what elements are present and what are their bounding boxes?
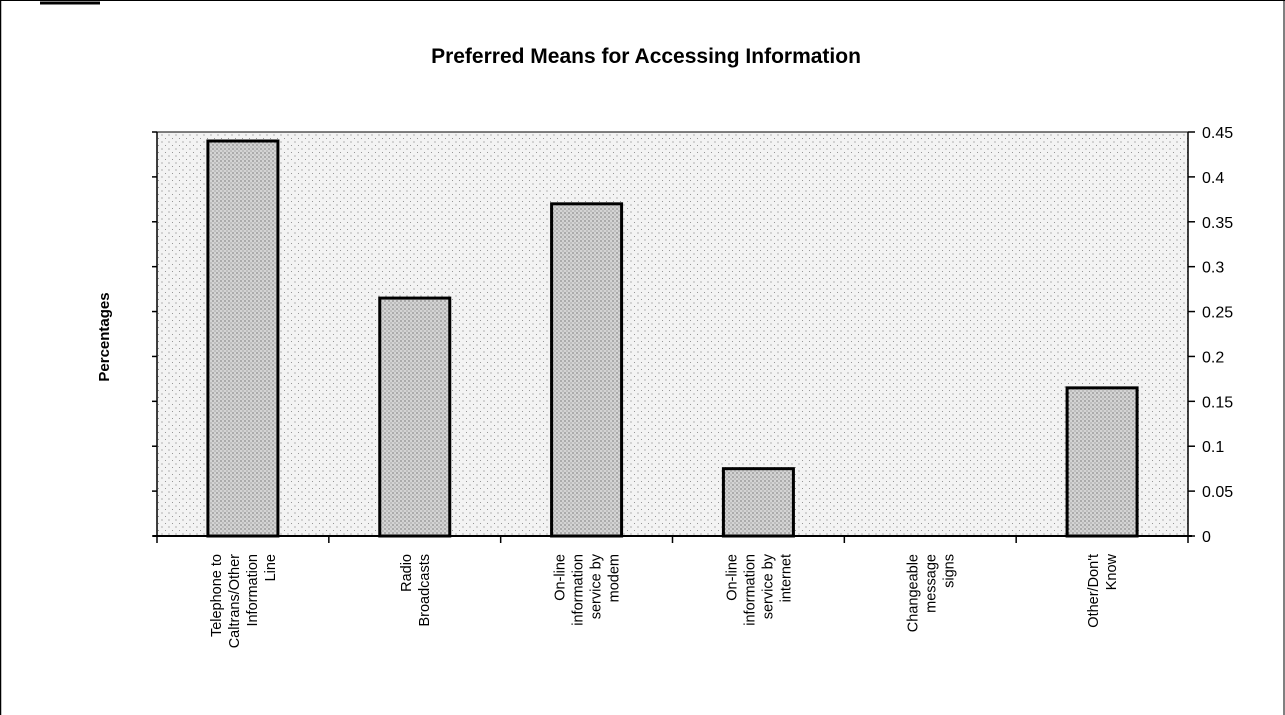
x-category-label-line: Line <box>263 554 279 581</box>
x-category-label-line: Changeable <box>905 554 921 632</box>
chart-title: Preferred Means for Accessing Informatio… <box>431 45 861 68</box>
x-category-label-line: message <box>923 554 939 613</box>
y-tick-label: 0.25 <box>1202 305 1233 322</box>
bar-3 <box>550 202 624 538</box>
bar-4 <box>721 467 795 538</box>
plot-area <box>157 132 1188 536</box>
y-axis-label: Percentages <box>96 292 113 381</box>
x-category-label-line: Telephone to <box>209 554 225 637</box>
y-tick-labels: 0 0.05 0.1 0.15 0.2 0.25 0.3 0.35 0.4 0.45 <box>1202 125 1233 546</box>
y-tick-label: 0.2 <box>1202 349 1224 366</box>
y-tick-label: 0.3 <box>1202 260 1224 277</box>
x-category-label-3: On-line information service by modem <box>553 553 623 625</box>
x-category-label-4: On-line information service by internet <box>724 553 794 625</box>
x-category-label-line: information <box>742 554 758 626</box>
x-category-label-line: Broadcasts <box>417 554 433 627</box>
axes-group <box>152 131 1195 543</box>
x-category-label-line: On-line <box>724 554 740 601</box>
x-category-label-2: Radio Broadcasts <box>399 554 433 627</box>
x-category-label-line: Information <box>245 554 261 627</box>
y-tick-label: 0.45 <box>1202 125 1233 142</box>
bar-2 <box>378 296 452 538</box>
x-category-label-line: Caltrans/Other <box>227 554 243 648</box>
x-category-label-line: information <box>571 554 587 626</box>
x-category-labels: Telephone to Caltrans/Other Information Lin… <box>209 553 1120 648</box>
x-category-label-line: service by <box>589 553 605 619</box>
x-category-label-1: Telephone to Caltrans/Other Information Lin… <box>209 554 279 648</box>
x-category-label-line: Other/Don't <box>1086 554 1102 628</box>
y-tick-label: 0.35 <box>1202 215 1233 232</box>
x-category-label-line: modem <box>607 554 623 602</box>
y-tick-label: 0 <box>1202 529 1211 546</box>
y-tick-label: 0.05 <box>1202 484 1233 501</box>
y-tick-label: 0.1 <box>1202 439 1224 456</box>
x-category-label-line: Radio <box>399 554 415 592</box>
bar-6 <box>1065 386 1139 538</box>
x-category-label-line: internet <box>778 554 794 602</box>
y-tick-label: 0.15 <box>1202 394 1233 411</box>
x-category-label-line: signs <box>941 554 957 588</box>
x-category-label-5: Changeable message signs <box>905 554 957 632</box>
y-tick-label: 0.4 <box>1202 170 1224 187</box>
bar-1 <box>206 139 280 538</box>
x-category-label-line: On-line <box>553 554 569 601</box>
x-category-label-6: Other/Don't Know <box>1086 553 1120 627</box>
x-category-label-line: Know <box>1104 553 1120 590</box>
x-category-label-line: service by <box>760 553 776 619</box>
